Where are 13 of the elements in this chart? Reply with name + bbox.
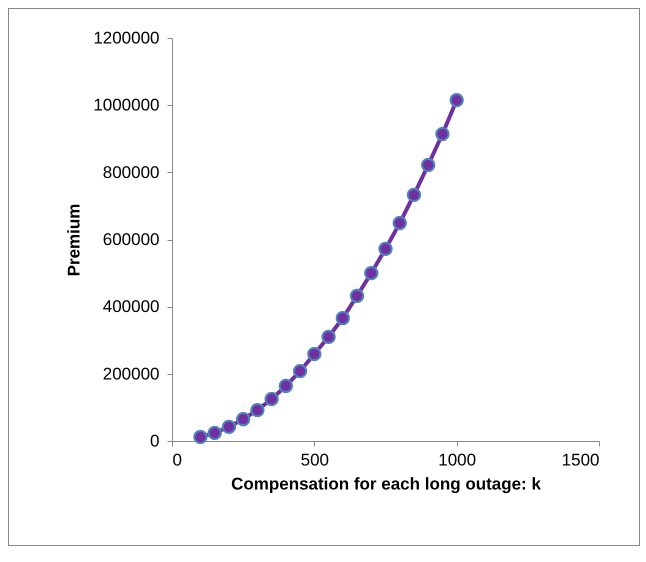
y-tick-label: 600000 — [102, 230, 160, 249]
y-tick-label: 1200000 — [93, 28, 160, 48]
x-tick-label: 1000 — [438, 450, 476, 470]
y-axis-title: Premium — [64, 204, 84, 276]
y-tick-label: 800000 — [102, 162, 160, 182]
y-tick-label: 200000 — [102, 364, 160, 384]
x-tick-label: 0 — [172, 450, 182, 470]
x-tick-label: 500 — [300, 450, 330, 470]
y-tick-label: 400000 — [102, 297, 160, 316]
x-axis-title: Compensation for each long outage: k — [231, 474, 542, 494]
x-tick-label: 1500 — [562, 450, 600, 470]
y-tick-label: 0 — [150, 432, 160, 450]
y-tick-label: 1000000 — [93, 96, 160, 115]
